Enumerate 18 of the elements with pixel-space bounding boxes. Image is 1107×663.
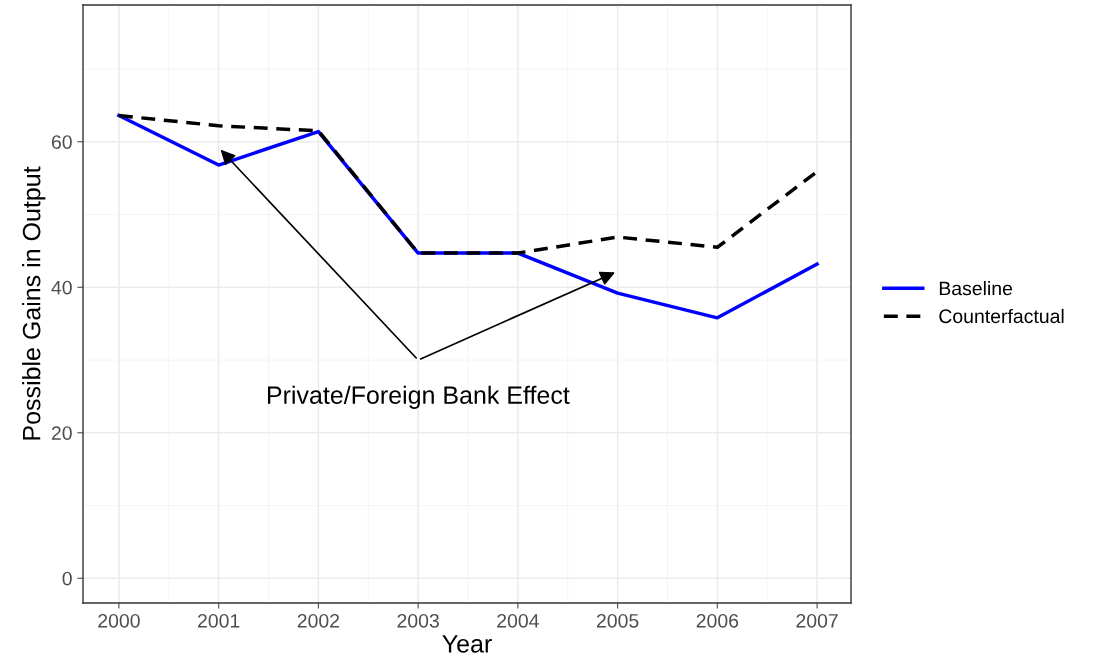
x-axis-title: Year xyxy=(442,635,492,653)
x-tick-label: 2006 xyxy=(696,613,739,628)
x-tick-label: 2004 xyxy=(497,613,539,628)
x-tick-label: 2005 xyxy=(596,613,639,628)
x-tick-label: 2003 xyxy=(397,613,439,628)
x-tick-label: 2001 xyxy=(198,613,240,628)
x-tick-label: 2002 xyxy=(297,613,340,628)
y-axis-title: Possible Gains in Output xyxy=(22,166,46,440)
y-tick-label: 0 xyxy=(62,571,72,586)
x-tick-label: 2007 xyxy=(796,613,838,628)
y-tick-label: 60 xyxy=(51,135,72,150)
y-tick-label: 40 xyxy=(51,280,72,295)
y-tick-label: 20 xyxy=(51,426,72,440)
legend-label: Baseline xyxy=(939,281,1013,296)
x-tick-label: 2000 xyxy=(98,613,140,628)
line-series xyxy=(117,113,819,255)
legend-label: Counterfactual xyxy=(939,308,1064,324)
annotation: Private/Foreign Bank Effect xyxy=(267,385,570,409)
